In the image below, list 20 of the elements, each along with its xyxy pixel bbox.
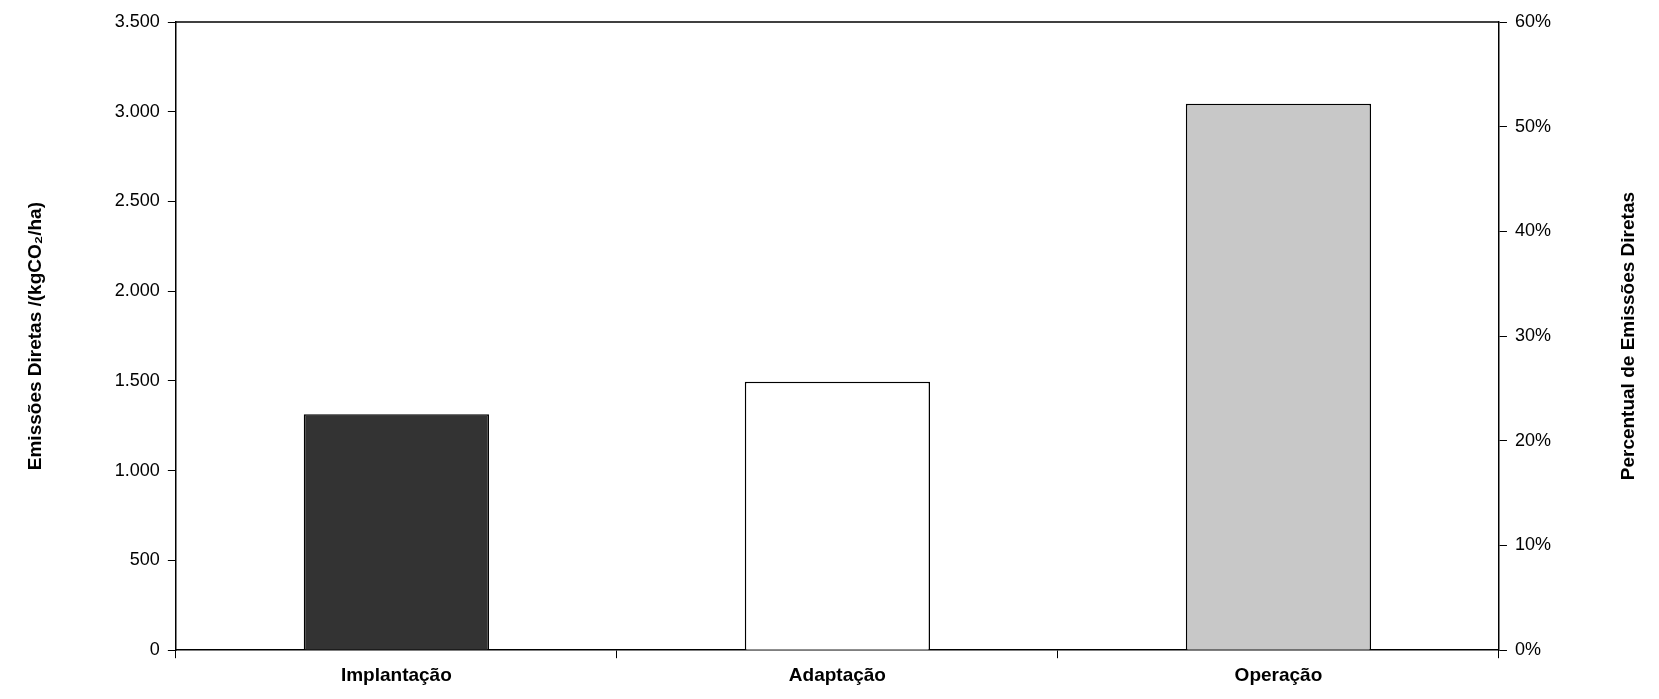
y2-tick-label: 20% xyxy=(1514,429,1551,450)
y-tick-label: 500 xyxy=(129,549,160,570)
x-tick-label: Implantação xyxy=(340,663,452,685)
y2-tick-label: 50% xyxy=(1514,115,1551,136)
y-tick-label: 3.000 xyxy=(114,100,160,121)
y2-tick-label: 0% xyxy=(1514,639,1541,660)
y2-tick-label: 10% xyxy=(1514,534,1551,555)
y-tick-label: 3.500 xyxy=(114,10,160,31)
y-tick-label: 1.000 xyxy=(114,459,160,480)
y-axis-title: Emissões Diretas /(kgCO₂/ha) xyxy=(23,202,45,471)
y-tick-label: 0 xyxy=(149,639,160,660)
y-tick-label: 2.000 xyxy=(114,280,160,301)
x-tick-label: Operação xyxy=(1234,663,1323,685)
y2-axis-title: Percentual de Emissões Diretas xyxy=(1617,191,1639,481)
y-tick-label: 1.500 xyxy=(114,369,160,390)
y2-tick-label: 60% xyxy=(1514,10,1551,31)
x-tick-label: Adaptação xyxy=(788,663,886,685)
y2-tick-label: 30% xyxy=(1514,325,1551,346)
y2-tick-label: 40% xyxy=(1514,220,1551,241)
y-tick-label: 2.500 xyxy=(114,190,160,211)
